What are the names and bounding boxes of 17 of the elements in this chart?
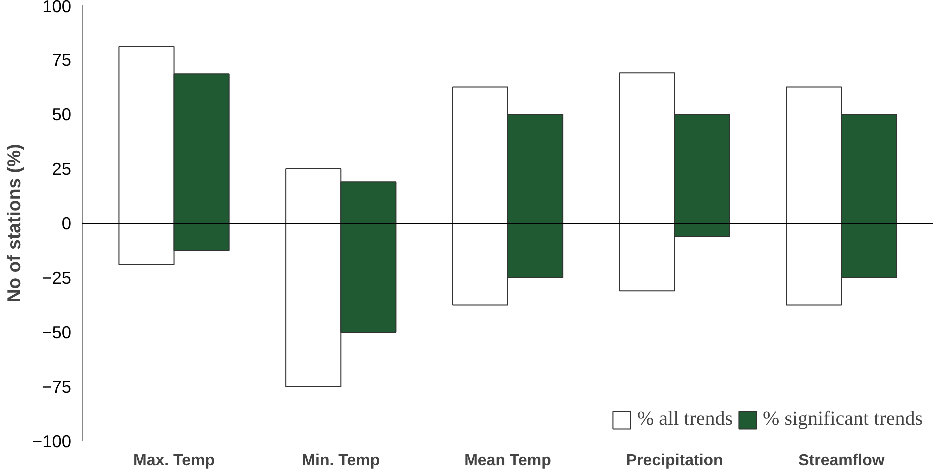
y-tick-label: 100 xyxy=(42,0,72,16)
legend-label: % all trends xyxy=(638,408,734,431)
x-tick-label: Max. Temp xyxy=(134,452,216,470)
y-tick-label: 25 xyxy=(52,159,72,179)
legend-label: % significant trends xyxy=(763,408,923,431)
y-tick-label: 75 xyxy=(52,50,72,70)
x-tick-label: Mean Temp xyxy=(464,452,552,470)
y-tick-label: −75 xyxy=(42,377,72,397)
y-axis-title: No of stations (%) xyxy=(3,144,24,303)
y-tick-label: −100 xyxy=(32,432,72,452)
x-tick-label: Streamflow xyxy=(798,452,886,470)
y-tick-label: 50 xyxy=(52,104,72,124)
y-tick-label: −50 xyxy=(42,322,72,342)
x-tick-label: Min. Temp xyxy=(302,452,380,470)
x-tick-label: Precipitation xyxy=(626,452,724,470)
y-tick-label: −25 xyxy=(42,268,72,288)
y-tick-label: 0 xyxy=(62,214,72,234)
